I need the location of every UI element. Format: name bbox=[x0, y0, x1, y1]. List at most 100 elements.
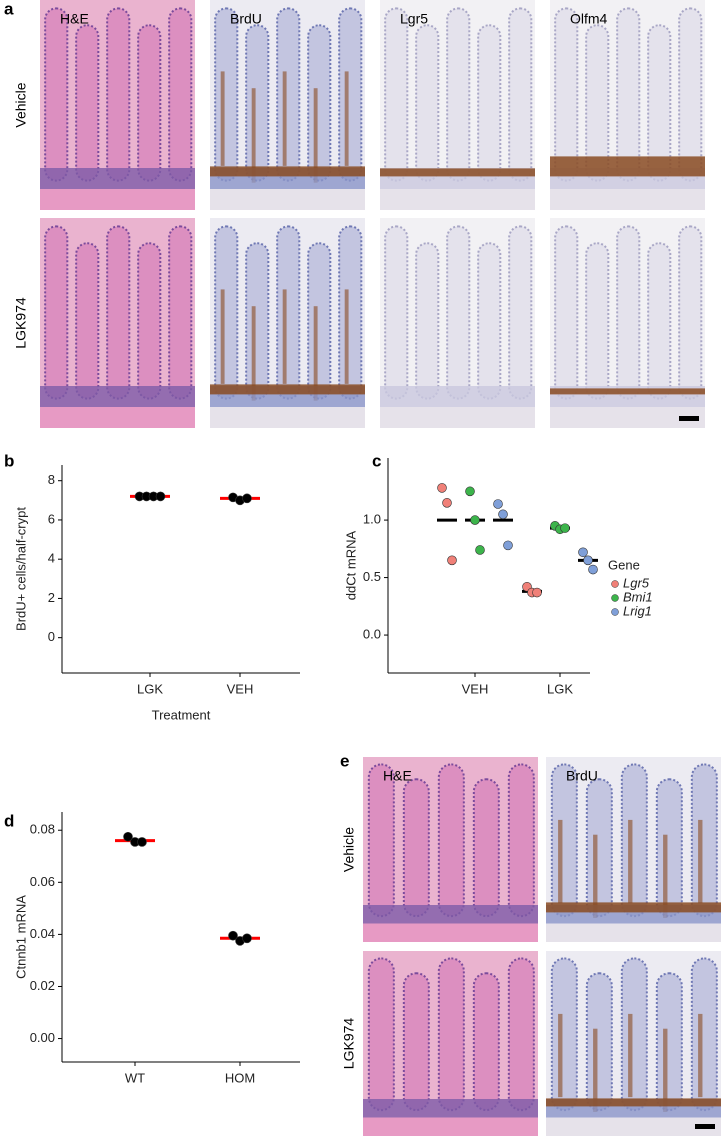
villus bbox=[620, 763, 648, 918]
brdu-stain bbox=[313, 306, 318, 401]
villus bbox=[307, 242, 332, 400]
point bbox=[560, 523, 570, 533]
brdu-stain bbox=[593, 1028, 598, 1112]
muscle-layer bbox=[546, 1117, 721, 1136]
point bbox=[583, 555, 593, 566]
crypt-band bbox=[40, 168, 195, 189]
column-label: Olfm4 bbox=[570, 11, 608, 27]
villus bbox=[446, 225, 471, 400]
row-label: LGK974 bbox=[341, 1018, 357, 1070]
y-tick-label: 0.04 bbox=[30, 926, 55, 941]
villus bbox=[307, 24, 332, 182]
villus bbox=[137, 24, 162, 182]
muscle-layer bbox=[363, 1117, 538, 1136]
villus bbox=[214, 7, 239, 182]
muscle-layer bbox=[380, 407, 535, 428]
villus bbox=[585, 24, 610, 182]
point bbox=[588, 564, 598, 575]
scale-bar bbox=[695, 1124, 715, 1129]
stain-band bbox=[546, 1098, 721, 1107]
muscle-layer bbox=[210, 407, 365, 428]
legend-swatch bbox=[611, 594, 619, 602]
villus bbox=[550, 763, 578, 918]
point bbox=[532, 587, 542, 598]
villus bbox=[585, 242, 610, 400]
villus bbox=[338, 7, 363, 182]
villus bbox=[276, 225, 301, 400]
y-tick-label: 6 bbox=[48, 511, 55, 526]
villus bbox=[367, 957, 395, 1112]
brdu-stain bbox=[593, 834, 598, 918]
y-tick-label: 0.00 bbox=[30, 1030, 55, 1045]
brdu-stain bbox=[282, 71, 287, 166]
villus bbox=[585, 972, 613, 1112]
y-tick-label: 0 bbox=[48, 629, 55, 644]
legend-label: Lgr5 bbox=[623, 575, 650, 590]
muscle-layer bbox=[546, 923, 721, 942]
villus bbox=[508, 7, 533, 182]
villus bbox=[477, 242, 502, 400]
brdu-stain bbox=[251, 88, 256, 183]
villus bbox=[472, 972, 500, 1112]
villus bbox=[554, 7, 579, 182]
villus bbox=[75, 242, 100, 400]
villus bbox=[446, 7, 471, 182]
x-tick-label: WT bbox=[125, 1070, 145, 1085]
x-tick-label: HOM bbox=[225, 1070, 255, 1085]
point bbox=[493, 499, 503, 509]
villus bbox=[415, 242, 440, 400]
column-label: BrdU bbox=[566, 768, 598, 784]
villus bbox=[338, 225, 363, 400]
villus bbox=[415, 24, 440, 182]
muscle-layer bbox=[40, 189, 195, 210]
villus bbox=[554, 225, 579, 400]
point bbox=[137, 837, 147, 847]
point bbox=[442, 498, 452, 508]
y-tick-label: 0.02 bbox=[30, 978, 55, 993]
legend-label: Lrig1 bbox=[623, 603, 652, 618]
brdu-stain bbox=[220, 289, 225, 384]
villus bbox=[137, 242, 162, 400]
villus bbox=[214, 225, 239, 400]
villus bbox=[550, 957, 578, 1112]
brdu-stain bbox=[628, 819, 633, 904]
stain-band bbox=[210, 384, 365, 395]
muscle-layer bbox=[550, 407, 705, 428]
point bbox=[475, 545, 485, 555]
legend-label: Bmi1 bbox=[623, 589, 653, 604]
x-tick-label: LGK bbox=[547, 681, 573, 696]
brdu-stain bbox=[313, 88, 318, 183]
crypt-band bbox=[363, 905, 538, 924]
point bbox=[242, 933, 252, 944]
column-label: BrdU bbox=[230, 11, 262, 27]
y-axis-title: BrdU+ cells/half-crypt bbox=[13, 507, 28, 631]
villus bbox=[437, 957, 465, 1112]
brdu-stain bbox=[628, 1013, 633, 1098]
column-label: Lgr5 bbox=[400, 11, 428, 27]
villus bbox=[620, 957, 648, 1112]
panel-label: b bbox=[4, 451, 14, 470]
villus bbox=[437, 763, 465, 918]
row-label: LGK974 bbox=[13, 297, 29, 349]
brdu-stain bbox=[663, 834, 668, 918]
brdu-stain bbox=[558, 1013, 563, 1098]
villus bbox=[245, 24, 270, 182]
brdu-stain bbox=[220, 71, 225, 166]
point bbox=[498, 509, 508, 520]
villus bbox=[690, 763, 718, 918]
brdu-stain bbox=[344, 71, 349, 166]
villus bbox=[168, 225, 193, 400]
point bbox=[228, 930, 238, 941]
villus bbox=[507, 763, 535, 918]
x-tick-label: LGK bbox=[137, 681, 163, 696]
crypt-band bbox=[380, 386, 535, 407]
y-tick-label: 0.06 bbox=[30, 874, 55, 889]
stain-band bbox=[380, 168, 535, 177]
brdu-stain bbox=[698, 819, 703, 904]
villus bbox=[508, 225, 533, 400]
y-tick-label: 1.0 bbox=[363, 512, 381, 527]
row-label: Vehicle bbox=[13, 82, 29, 127]
x-tick-label: VEH bbox=[227, 681, 254, 696]
point bbox=[470, 515, 480, 525]
